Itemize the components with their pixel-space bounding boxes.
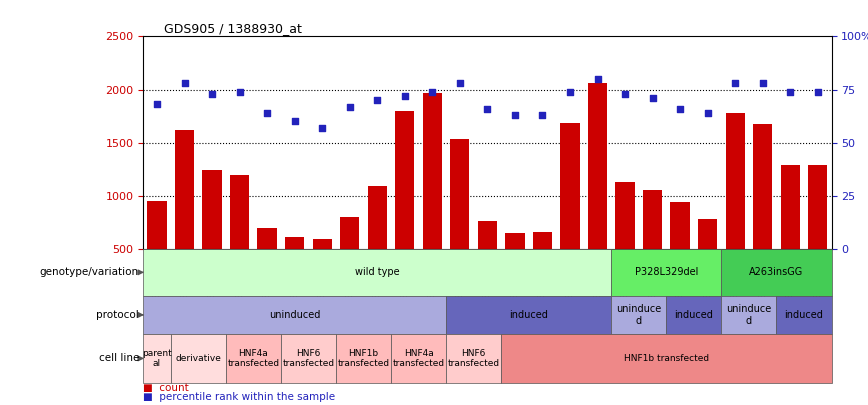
Text: uninduced: uninduced [269, 310, 320, 320]
Bar [615, 182, 635, 302]
Text: GDS905 / 1388930_at: GDS905 / 1388930_at [164, 22, 302, 35]
Bar [561, 123, 580, 302]
Text: HNF4a
transfected: HNF4a transfected [227, 349, 279, 368]
Text: uninduce
d: uninduce d [616, 304, 661, 326]
Text: wild type: wild type [355, 267, 399, 277]
Text: ■  count: ■ count [143, 383, 189, 393]
Point [618, 91, 632, 97]
Point [674, 105, 687, 112]
Text: uninduce
d: uninduce d [727, 304, 772, 326]
Point [178, 80, 192, 86]
Point [811, 88, 825, 95]
Point [205, 91, 219, 97]
Point [150, 101, 164, 108]
Text: HNF1b
transfected: HNF1b transfected [338, 349, 390, 368]
Point [287, 118, 301, 125]
Point [646, 95, 660, 101]
Point [343, 103, 357, 110]
Bar [588, 83, 607, 302]
Text: induced: induced [785, 310, 824, 320]
Bar [174, 130, 194, 302]
Text: protocol: protocol [96, 310, 139, 320]
Bar [670, 202, 690, 302]
Bar [477, 222, 497, 302]
Text: ■  percentile rank within the sample: ■ percentile rank within the sample [143, 392, 335, 402]
Text: HNF6
transfected: HNF6 transfected [282, 349, 334, 368]
Bar [753, 124, 773, 302]
Text: HNF1b transfected: HNF1b transfected [624, 354, 709, 363]
Bar [368, 186, 387, 302]
Point [563, 88, 577, 95]
Text: A263insGG: A263insGG [749, 267, 804, 277]
Text: HNF6
transfected: HNF6 transfected [448, 349, 500, 368]
Point [371, 97, 385, 103]
Bar [533, 232, 552, 302]
Point [453, 80, 467, 86]
Point [590, 76, 604, 82]
Text: genotype/variation: genotype/variation [40, 267, 139, 277]
Point [425, 88, 439, 95]
Point [700, 110, 714, 116]
Bar [258, 228, 277, 302]
Point [233, 88, 247, 95]
Bar [698, 219, 717, 302]
Point [728, 80, 742, 86]
Point [315, 125, 329, 131]
Bar [312, 239, 332, 302]
Bar [340, 217, 359, 302]
Text: P328L329del: P328L329del [635, 267, 698, 277]
Point [398, 93, 411, 99]
Bar [808, 165, 827, 302]
Bar [230, 175, 249, 302]
Text: HNF4a
transfected: HNF4a transfected [392, 349, 444, 368]
Text: derivative: derivative [175, 354, 221, 363]
Bar [780, 165, 800, 302]
Bar [395, 111, 414, 302]
Bar [643, 190, 662, 302]
Bar [202, 171, 221, 302]
Bar [285, 237, 305, 302]
Text: induced: induced [510, 310, 548, 320]
Point [260, 110, 274, 116]
Bar [726, 113, 745, 302]
Bar [148, 201, 167, 302]
Point [783, 88, 797, 95]
Point [536, 112, 549, 118]
Text: parent
al: parent al [142, 349, 172, 368]
Text: induced: induced [674, 310, 713, 320]
Text: cell line: cell line [98, 354, 139, 363]
Point [480, 105, 494, 112]
Point [508, 112, 522, 118]
Bar [450, 139, 470, 302]
Bar [423, 93, 442, 302]
Point [756, 80, 770, 86]
Bar [505, 233, 524, 302]
